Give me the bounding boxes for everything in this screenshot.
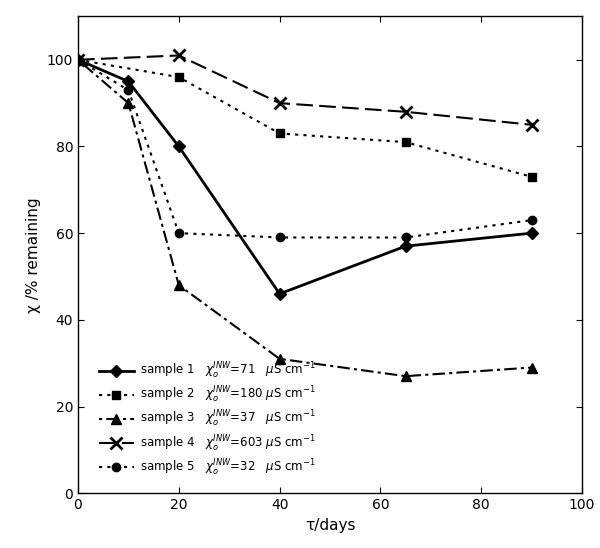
Legend: sample 1   $\chi_o^{INW}$=71   $\mu$S cm$^{-1}$, sample 2   $\chi_o^{INW}$=180 $: sample 1 $\chi_o^{INW}$=71 $\mu$S cm$^{-… — [94, 356, 320, 483]
X-axis label: τ/days: τ/days — [305, 518, 355, 533]
Y-axis label: χ /% remaining: χ /% remaining — [26, 197, 41, 312]
